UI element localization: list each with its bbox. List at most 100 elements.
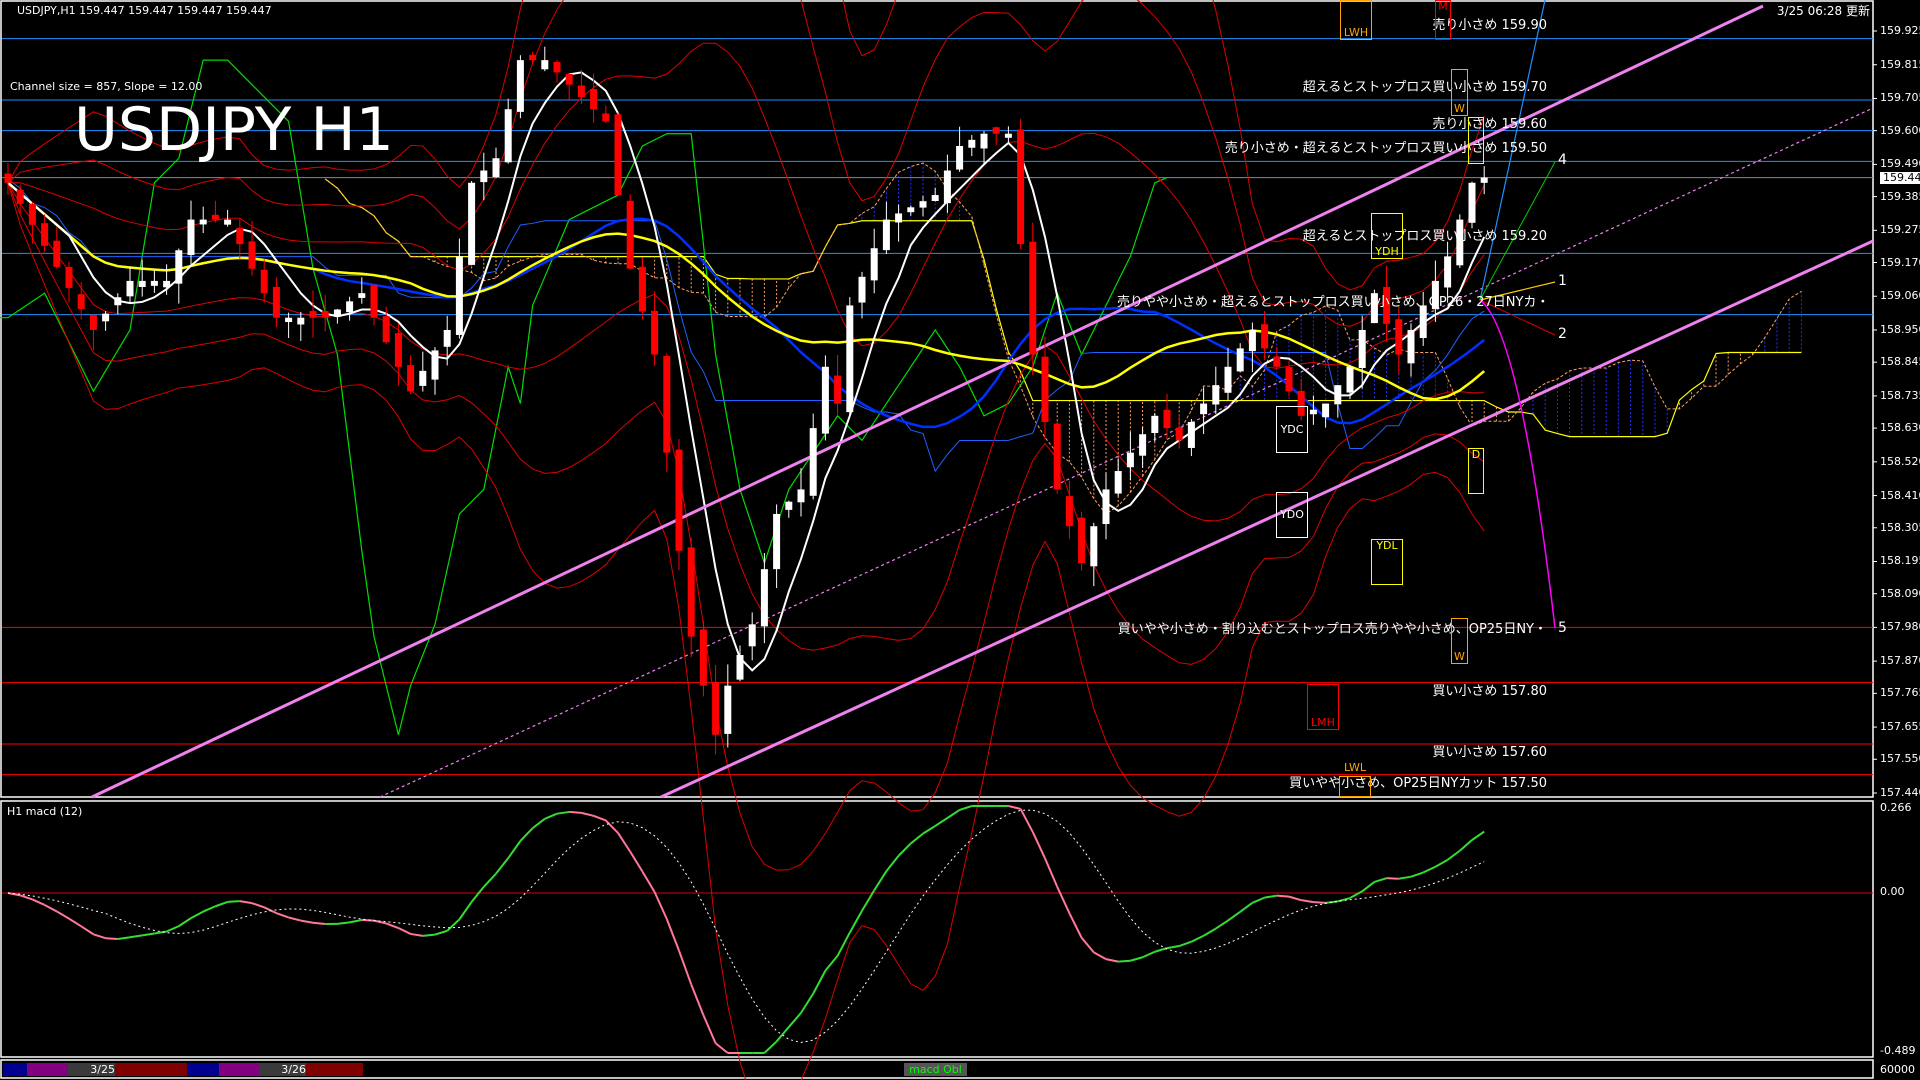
macd-panel-frame: [0, 800, 1874, 1058]
candle-bear: [41, 223, 49, 246]
projection-curve-5: [1479, 299, 1556, 629]
candle-bear: [89, 314, 97, 330]
candle-bull: [480, 170, 488, 183]
candle-bear: [65, 266, 73, 288]
candle-bull: [956, 145, 964, 170]
macd-axis-min: -0.489: [1880, 1044, 1916, 1057]
candle-bull: [1248, 329, 1256, 352]
candle-bear: [992, 127, 1000, 134]
session-date-3-26[interactable]: 3/26: [259, 1063, 306, 1076]
price-axis-label: 157.550: [1880, 752, 1920, 766]
candle-bull: [919, 201, 927, 208]
macd-line-segment: [142, 932, 155, 937]
macd-line-segment: [653, 891, 668, 920]
macd-obl-tab[interactable]: macd Obl: [904, 1063, 967, 1076]
macd-line-segment: [1080, 937, 1095, 954]
macd-line-segment: [788, 1012, 802, 1028]
candle-bull: [297, 317, 305, 325]
macd-line-segment: [922, 825, 936, 835]
candle-bull: [968, 139, 976, 148]
candle-bear: [1383, 286, 1391, 324]
candle-bull: [882, 219, 890, 251]
price-axis-label: 157.655: [1880, 720, 1920, 734]
candle-bull: [1456, 219, 1464, 266]
macd-line-segment: [690, 983, 705, 1016]
macd-line-segment: [1459, 839, 1473, 852]
macd-line-segment: [434, 929, 448, 936]
macd-line-segment: [1105, 958, 1119, 963]
macd-panel-label: H1 macd (12): [7, 805, 83, 818]
macd-line-segment: [873, 870, 888, 891]
marker-ydl: YDL: [1371, 539, 1403, 585]
price-axis-label: 158.195: [1880, 554, 1920, 568]
macd-line-segment: [678, 950, 693, 985]
macd-line-segment: [117, 936, 131, 940]
candle-bull: [126, 280, 134, 297]
macd-line-segment: [1044, 857, 1059, 888]
candle-bull: [150, 280, 158, 286]
macd-line-segment: [519, 827, 534, 842]
candle-bull: [1236, 348, 1244, 372]
candle-bear: [260, 269, 268, 294]
price-axis-label: 159.600: [1880, 123, 1920, 137]
candle-bull: [1370, 293, 1378, 324]
macd-line-segment: [1422, 865, 1436, 874]
session-bar-segment: [187, 1063, 219, 1076]
macd-line-segment: [239, 900, 253, 905]
macd-line-segment: [641, 870, 656, 893]
macd-line-segment: [1178, 940, 1192, 947]
candle-bull: [1444, 256, 1452, 288]
candle-bull: [1480, 177, 1488, 183]
projection-label-4: 4: [1558, 152, 1567, 168]
macd-line-segment: [1130, 956, 1143, 962]
annotation-op26-27: 売りやや小さめ・超えるとストップロス買い小さめ、OP26・27日NYカ・: [1117, 295, 1550, 310]
candle-bull: [1431, 280, 1439, 310]
candle-bull: [187, 219, 195, 256]
price-axis-label: 158.090: [1880, 586, 1920, 600]
candle-bear: [675, 449, 683, 551]
candle-bull: [1151, 415, 1159, 433]
candle-bear: [321, 311, 329, 318]
marker-ydo: YDO: [1276, 492, 1308, 538]
marker-w-upper: W: [1451, 69, 1468, 116]
macd-line-segment: [93, 933, 106, 940]
macd-line-segment: [446, 918, 461, 932]
macd-line-segment: [227, 900, 240, 903]
candle-bull: [907, 207, 915, 213]
macd-line-segment: [885, 855, 900, 872]
candle-bear: [382, 316, 390, 343]
candle-bull: [785, 501, 793, 510]
candle-bull: [285, 317, 293, 323]
candle-bull: [1114, 471, 1122, 494]
price-axis-label: 159.815: [1880, 57, 1920, 71]
macd-line-segment: [190, 910, 204, 920]
candle-bull: [516, 60, 524, 112]
macd-line-segment: [251, 902, 265, 909]
candle-bull: [736, 655, 744, 680]
candle-bull: [199, 219, 207, 225]
annotation-buy-157-80: 買い小さめ 157.80: [1432, 684, 1547, 699]
price-axis-label: 159.060: [1880, 289, 1920, 303]
macd-line-segment: [1118, 959, 1131, 963]
annotation-stoploss-159-70: 超えるとストップロス買い小さめ 159.70: [1302, 80, 1547, 95]
candle-bear: [638, 266, 646, 312]
candle-bull: [1419, 305, 1427, 339]
macd-line-segment: [1019, 808, 1034, 833]
candle-bear: [394, 333, 402, 367]
session-date-3-25[interactable]: 3/25: [68, 1063, 115, 1076]
candle-bull: [1139, 434, 1147, 456]
candle-bear: [687, 547, 695, 637]
candle-bull: [175, 250, 183, 284]
macd-line-segment: [154, 930, 167, 935]
macd-line-segment: [373, 919, 387, 925]
candle-bull: [138, 280, 146, 287]
macd-line-segment: [495, 857, 509, 875]
candle-bear: [407, 365, 415, 392]
senkou-span-a-line: [324, 162, 1802, 515]
bollinger-lower-3: [7, 182, 1485, 1080]
channel-mid-line: [379, 107, 1874, 798]
macd-line-segment: [959, 805, 973, 811]
price-axis-label: 158.630: [1880, 421, 1920, 435]
macd-line-segment: [1398, 875, 1412, 880]
